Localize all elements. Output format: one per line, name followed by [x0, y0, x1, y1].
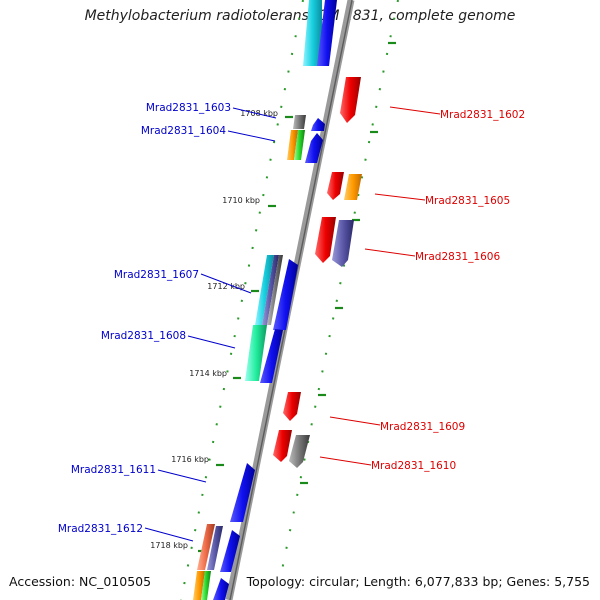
- genome-title: Methylobacterium radiotolerans JCM 2831,…: [84, 8, 516, 24]
- gene-label-1609: Mrad2831_1609: [380, 421, 465, 433]
- scale-label-1712: 1712 kbp: [207, 282, 245, 291]
- gene-1602: [340, 77, 361, 123]
- gene-1613-blue: [213, 578, 229, 600]
- right-leader-lines: [319, 106, 441, 466]
- gene-1607-slate: [262, 255, 279, 325]
- gene-1603-arrow: [311, 118, 325, 131]
- gene-top-cyan: [303, 0, 322, 66]
- gene-1607-cyan: [255, 255, 274, 325]
- gene-1603: [293, 115, 306, 129]
- genome-summary-text: Topology: circular; Length: 6,077,833 bp…: [246, 574, 590, 589]
- gene-1605-orange: [344, 174, 362, 200]
- gene-1613-green: [201, 571, 211, 600]
- gene-1606-slate: [332, 220, 354, 267]
- gene-label-1603: Mrad2831_1603: [146, 102, 231, 114]
- gene-1608-blue: [260, 329, 283, 383]
- gene-1604-orange: [287, 130, 298, 160]
- right-dotted-guide: [281, 0, 399, 571]
- gene-1612-salmon: [197, 524, 215, 570]
- left-dotted-guide: [180, 0, 304, 600]
- gene-1607-blue: [273, 259, 298, 330]
- gene-label-1604: Mrad2831_1604: [141, 125, 226, 137]
- gene-label-1602: Mrad2831_1602: [440, 109, 525, 121]
- scale-label-1714: 1714 kbp: [189, 369, 227, 378]
- gene-label-1610: Mrad2831_1610: [371, 460, 456, 472]
- scale-label-1716: 1716 kbp: [171, 455, 209, 464]
- accession-text: Accession: NC_010505: [9, 574, 152, 589]
- gene-1610-red: [273, 430, 292, 462]
- gene-1609: [283, 392, 301, 421]
- gene-label-1606: Mrad2831_1606: [415, 251, 500, 263]
- scale-labels: 1708 kbp 1710 kbp 1712 kbp 1714 kbp 1716…: [150, 109, 278, 550]
- gene-label-1611: Mrad2831_1611: [71, 464, 156, 476]
- gene-label-1607: Mrad2831_1607: [114, 269, 199, 281]
- gene-1611-blue: [230, 463, 255, 522]
- gene-1604-green: [294, 130, 305, 160]
- right-strand-genes: [273, 77, 362, 468]
- scale-label-1710: 1710 kbp: [222, 196, 260, 205]
- top-partial-genes: [303, 0, 337, 66]
- gene-1612-blue-a: [220, 530, 240, 572]
- right-gene-labels: Mrad2831_1602 Mrad2831_1605 Mrad2831_160…: [371, 109, 525, 472]
- gene-1612-navy: [207, 526, 223, 570]
- scale-label-1708: 1708 kbp: [240, 109, 278, 118]
- gene-1607-gray: [267, 255, 283, 325]
- gene-1610-gray: [289, 435, 310, 468]
- gene-1604-blue: [305, 133, 323, 163]
- gene-label-1605: Mrad2831_1605: [425, 195, 510, 207]
- gene-1605-red: [327, 172, 344, 200]
- scale-label-1718: 1718 kbp: [150, 541, 188, 550]
- gene-label-1612: Mrad2831_1612: [58, 523, 143, 535]
- left-gene-labels: Mrad2831_1603 Mrad2831_1604 Mrad2831_160…: [58, 102, 231, 535]
- gene-1606-red: [315, 217, 336, 263]
- right-major-ticks: [300, 41, 396, 485]
- gene-top-blue: [317, 0, 337, 66]
- left-strand-genes: [193, 115, 325, 600]
- left-leader-lines: [144, 107, 277, 542]
- gene-label-1608: Mrad2831_1608: [101, 330, 186, 342]
- gene-1608-teal: [245, 325, 267, 381]
